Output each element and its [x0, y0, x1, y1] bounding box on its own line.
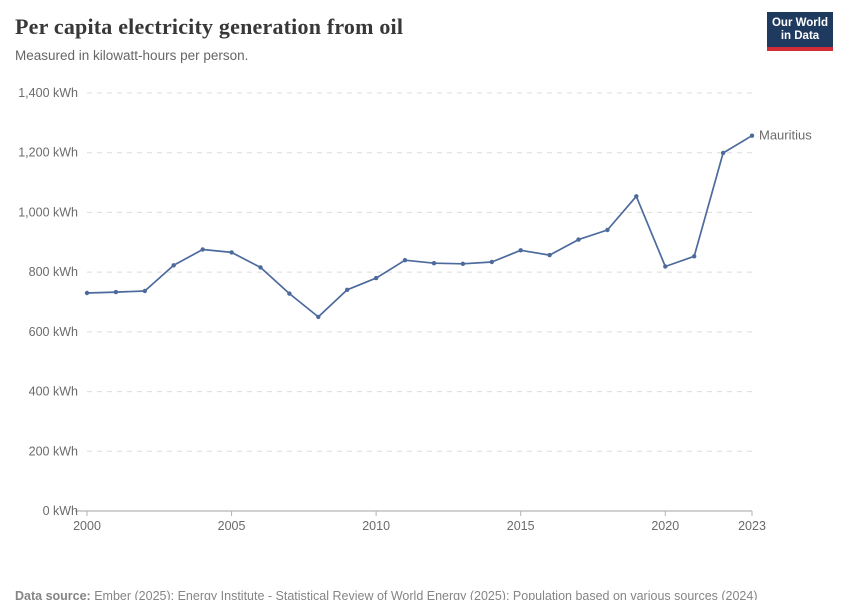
- series-label-mauritius[interactable]: Mauritius: [759, 128, 812, 143]
- data-point-2017[interactable]: [576, 237, 581, 242]
- data-point-2011[interactable]: [402, 258, 408, 263]
- x-axis-tick-label: 2015: [507, 519, 535, 533]
- y-axis-tick-label: 1,400 kWh: [18, 86, 78, 100]
- owid-logo-line1: Our World: [771, 17, 828, 29]
- y-axis-tick-label: 1,000 kWh: [18, 205, 78, 219]
- line-series-mauritius[interactable]: [86, 134, 753, 318]
- data-point-2019[interactable]: [634, 194, 639, 199]
- data-point-2002[interactable]: [142, 288, 147, 294]
- data-point-2016[interactable]: [547, 252, 552, 258]
- data-point-2000[interactable]: [84, 290, 90, 296]
- chart-subtitle: Measured in kilowatt-hours per person.: [15, 48, 249, 63]
- data-point-2012[interactable]: [431, 261, 437, 266]
- x-axis-tick-label: 2005: [218, 519, 246, 533]
- x-axis-tick-label: 2020: [651, 519, 679, 533]
- data-point-2015[interactable]: [518, 248, 523, 253]
- chart-footer: Data source: Ember (2025); Energy Instit…: [15, 544, 758, 600]
- data-point-2005[interactable]: [229, 250, 234, 255]
- y-axis-tick-label: 400 kWh: [29, 385, 78, 399]
- x-axis-tick-label: 2010: [362, 519, 390, 533]
- data-point-2007[interactable]: [287, 291, 292, 296]
- owid-logo: Our World in Data: [767, 12, 833, 51]
- data-point-2018[interactable]: [605, 227, 610, 233]
- data-point-2003[interactable]: [171, 263, 176, 268]
- data-point-2009[interactable]: [345, 287, 350, 292]
- x-axis-tick-label: 2023: [738, 519, 766, 533]
- y-axis-tick-label: 600 kWh: [29, 325, 78, 339]
- footer-datasource-line: Data source: Ember (2025); Energy Instit…: [15, 586, 758, 600]
- data-point-2021[interactable]: [692, 254, 697, 259]
- datasource-text: Ember (2025); Energy Institute - Statist…: [90, 589, 758, 600]
- x-axis-tick-label: 2000: [73, 519, 101, 533]
- data-point-2004[interactable]: [200, 247, 205, 252]
- data-point-2001[interactable]: [113, 289, 119, 295]
- datasource-label: Data source:: [15, 589, 91, 600]
- data-point-2010[interactable]: [373, 275, 379, 281]
- data-point-2023[interactable]: [749, 133, 755, 138]
- y-axis-tick-label: 1,200 kWh: [18, 146, 78, 160]
- y-axis-tick-label: 200 kWh: [29, 444, 78, 458]
- owid-logo-line2: in Data: [780, 30, 820, 42]
- data-point-2013[interactable]: [460, 261, 466, 266]
- y-axis-tick-label: 800 kWh: [29, 265, 78, 279]
- data-point-2008[interactable]: [316, 314, 321, 320]
- y-axis-tick-label: 0 kWh: [43, 504, 78, 518]
- data-point-2006[interactable]: [258, 265, 263, 270]
- data-point-2020[interactable]: [663, 264, 668, 269]
- data-point-2014[interactable]: [489, 259, 494, 265]
- chart-title: Per capita electricity generation from o…: [15, 14, 404, 39]
- data-point-2022[interactable]: [720, 150, 726, 156]
- chart-header: Per capita electricity generation from o…: [15, 14, 403, 63]
